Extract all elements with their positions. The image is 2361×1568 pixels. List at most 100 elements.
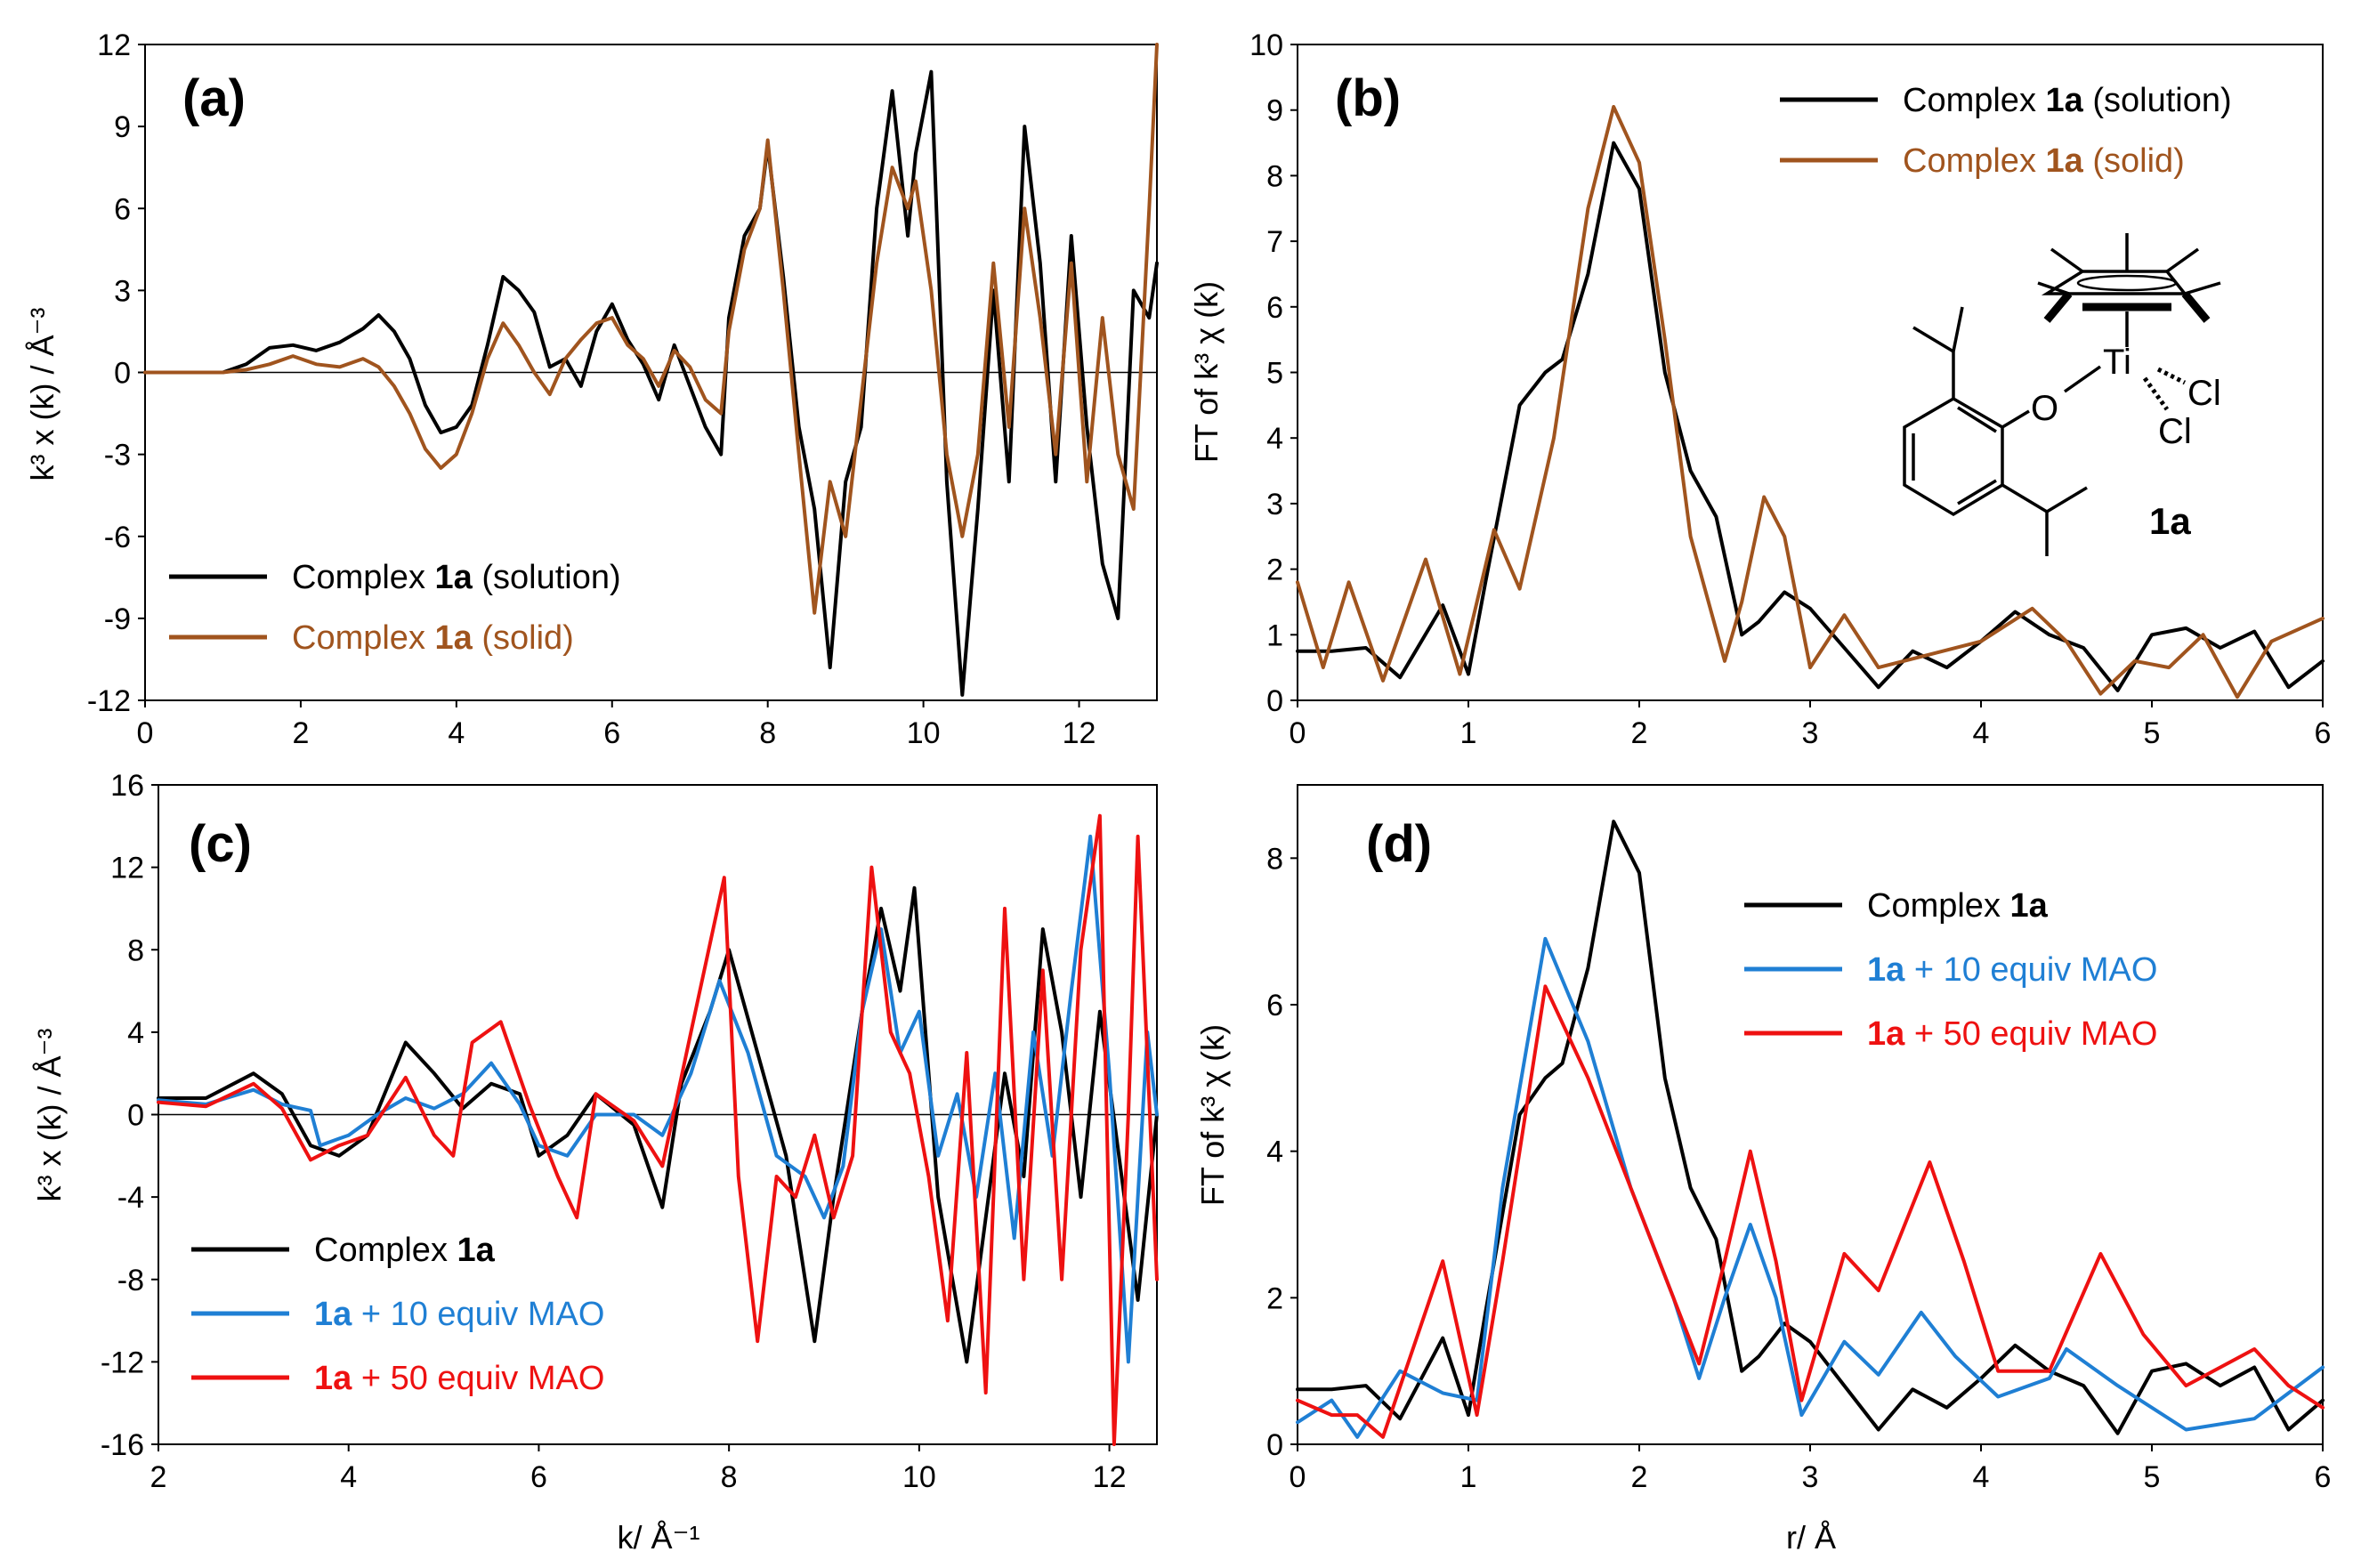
atom-cl-2: Cl [2158,412,2192,451]
y-tick-label: 7 [1266,225,1283,259]
compound-label: 1a [2149,500,2191,542]
x-tick-label: 10 [902,1460,936,1494]
legend-text-prefix: Complex [1903,142,2046,180]
x-tick-label: 4 [1973,1460,1990,1494]
isopropyl-bond [1912,326,1954,353]
legend-text-bold: 1a [314,1296,352,1333]
y-tick-label: 4 [127,1016,144,1050]
x-tick-label: 4 [448,716,465,750]
y-tick-label: 3 [114,274,131,308]
y-tick-label: -4 [117,1181,144,1215]
legend-label-0: Complex 1a [1867,887,2049,925]
y-tick-label: 0 [114,357,131,391]
panel-d: 0 1 2 3 4 5 6 0 2 4 6 8 (d) FT of k³ χ (k) r/ Å Complex… [1194,784,2332,1556]
y-axis-label: k³ x (k) / Å⁻³ [24,308,61,481]
legend-label-1: Complex 1a (solid) [1903,142,2185,180]
legend-label-1: 1a + 10 equiv MAO [1867,951,2157,989]
y-tick-label: 0 [1266,1428,1283,1462]
panel-b: 0 1 2 3 4 5 6 0 1 2 3 4 5 6 7 8 9 10 (b) FT of k³ χ (k) Comp… [1188,28,2331,750]
legend-text-bold: 1a [435,559,473,596]
panel-label: (c) [189,815,252,873]
series-line-2 [1296,984,2325,1439]
y-tick-label: 2 [1266,554,1283,587]
series-line-1 [1296,105,2325,699]
phenyl-double-bond [1957,406,1997,433]
x-tick-label: 2 [292,716,309,750]
series-line-0 [1296,820,2325,1435]
x-tick-label: 2 [1631,1460,1648,1494]
y-tick-label: 12 [97,28,131,62]
legend-text-bold: 1a [435,619,473,657]
legend-text-bold: 1a [2046,142,2084,180]
panel-a: 0 2 4 6 8 10 12 -12 -9 -6 -3 0 3 6 9 12 (a) k³ x (k) / Å⁻… [24,28,1159,750]
x-tick-label: 5 [2144,1460,2161,1494]
legend-text-suffix: + 10 equiv MAO [352,1296,604,1333]
legend-text-suffix: + 10 equiv MAO [1904,951,2157,989]
series-line-2 [157,813,1159,1446]
y-tick-label: 5 [1266,357,1283,391]
y-tick-label: 16 [110,769,144,803]
cp-bond [2043,291,2073,323]
panel-label: (d) [1366,815,1432,873]
x-tick-label: 3 [1802,716,1819,750]
legend-text-bold: 1a [2010,887,2049,925]
y-tick-label: 8 [127,934,144,967]
legend-label-2: 1a + 50 equiv MAO [314,1360,604,1397]
x-tick-label: 3 [1802,1460,1819,1494]
ti-o-bond [2063,365,2102,393]
y-tick-label: -3 [104,439,131,473]
x-tick-label: 2 [1631,716,1648,750]
cp-ring [2041,270,2188,295]
y-tick-label: 10 [1249,28,1283,62]
y-tick-label: 12 [110,852,144,885]
legend-text-prefix: Complex [292,559,435,596]
y-tick-label: 4 [1266,1136,1283,1169]
y-tick-label: 4 [1266,422,1283,456]
x-tick-label: 1 [1460,1460,1477,1494]
legend-label-2: 1a + 50 equiv MAO [1867,1015,2157,1053]
x-tick-label: 6 [2315,1460,2332,1494]
legend-label-0: Complex 1a (solution) [292,559,621,596]
phenyl-ring [1903,396,2004,517]
x-axis-label: k/ Å⁻¹ [617,1519,699,1556]
y-tick-label: 9 [114,110,131,144]
y-tick-label: 9 [1266,94,1283,128]
y-tick-label: -12 [87,684,131,718]
x-tick-label: 8 [721,1460,738,1494]
y-tick-label: -6 [104,521,131,554]
y-axis-label: FT of k³ χ (k) [1194,1024,1231,1206]
y-tick-label: 2 [1266,1281,1283,1315]
y-tick-label: 0 [127,1099,144,1133]
panel-label: (a) [182,69,246,127]
x-tick-label: 6 [530,1460,547,1494]
x-tick-label: 5 [2144,716,2161,750]
series-line-0 [1296,141,2325,692]
y-tick-label: 0 [1266,684,1283,718]
x-tick-label: 10 [907,716,941,750]
cp-bond [2181,291,2211,323]
x-tick-label: 4 [340,1460,357,1494]
legend-text-bold: 1a [314,1360,352,1397]
methyl-bond [2037,281,2070,295]
legend-text-prefix: Complex [1903,82,2046,119]
y-tick-label: 8 [1266,842,1283,876]
atom-cl-1: Cl [2187,374,2221,413]
methyl-bond [2184,281,2221,295]
legend-text-prefix: Complex [292,619,435,657]
y-tick-label: 8 [1266,159,1283,193]
legend-text-bold: 1a [457,1232,496,1269]
y-tick-label: -8 [117,1264,144,1297]
legend-text-bold: 1a [2046,82,2084,119]
y-tick-label: 6 [1266,291,1283,325]
legend-label-0: Complex 1a (solution) [1903,82,2232,119]
y-axis-label: FT of k³ χ (k) [1188,281,1225,463]
o-aryl-bond [2001,409,2030,429]
cp-aromatic-ring [2076,274,2178,292]
legend-label-1: 1a + 10 equiv MAO [314,1296,604,1333]
atom-o: O [2031,389,2058,428]
legend-text-bold: 1a [1867,1015,1905,1053]
legend-label-0: Complex 1a [314,1232,496,1269]
series-line-1 [143,43,1159,615]
x-tick-label: 8 [759,716,776,750]
